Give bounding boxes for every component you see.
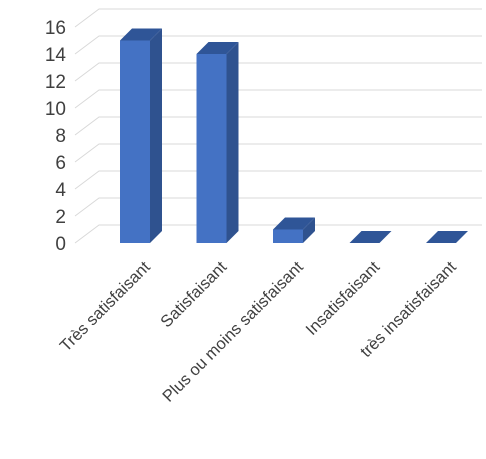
bar-top-4 [426, 231, 468, 243]
y-axis-ticks: 0 2 4 6 8 10 12 14 16 [45, 18, 67, 255]
gridlines [74, 8, 482, 244]
y-tick-label-2: 2 [55, 207, 66, 228]
x-category-label-1: Satisfaisant [157, 258, 230, 331]
bar-side-0 [150, 28, 162, 243]
bar-top-1 [196, 42, 239, 54]
y-tick-label-0: 0 [55, 234, 66, 255]
bar-2 [273, 217, 315, 243]
bar-1 [196, 42, 239, 243]
y-tick-label-10: 10 [45, 99, 66, 120]
bar-side-2 [303, 217, 315, 243]
gridline-6 [74, 143, 482, 163]
bar-top-3 [349, 231, 392, 243]
x-category-label-3: Insatisfaisant [302, 258, 383, 339]
bar-front-1 [196, 54, 227, 243]
bar-4 [426, 231, 468, 243]
bar-front-2 [273, 229, 303, 243]
bar-front-0 [120, 40, 150, 243]
gridline-2 [74, 197, 482, 217]
y-tick-label-16: 16 [45, 18, 66, 39]
gridline-12 [74, 62, 482, 82]
x-category-label-2: Plus ou moins satisfaisant [159, 258, 307, 406]
gridline-16 [74, 8, 482, 28]
gridline-0 [74, 224, 482, 244]
gridline-14 [74, 35, 482, 55]
bars [120, 28, 468, 243]
bar-3 [349, 231, 392, 243]
gridline-10 [74, 89, 482, 109]
y-tick-label-4: 4 [55, 180, 66, 201]
bar-side-1 [226, 42, 239, 243]
y-tick-label-12: 12 [45, 72, 66, 93]
gridline-8 [74, 116, 482, 136]
bar-top-0 [120, 28, 162, 41]
y-tick-label-8: 8 [55, 126, 66, 147]
gridline-4 [74, 170, 482, 190]
y-tick-label-14: 14 [45, 45, 67, 66]
y-tick-label-6: 6 [55, 153, 66, 174]
x-category-label-0: Très satisfaisant [57, 258, 155, 356]
bar-top-2 [273, 217, 315, 230]
bar-0 [120, 28, 162, 243]
